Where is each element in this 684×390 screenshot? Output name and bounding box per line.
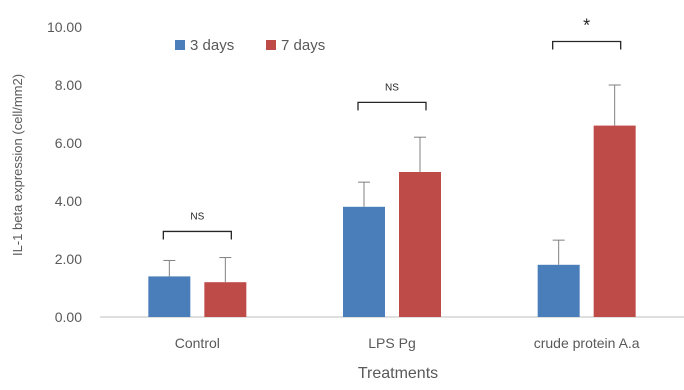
bar — [148, 276, 191, 317]
significance-annotations: NS NS * — [162, 16, 622, 240]
x-tick-label: crude protein A.a — [534, 335, 640, 351]
bar — [593, 125, 636, 317]
legend-swatch — [266, 40, 276, 50]
significance-bracket — [552, 40, 622, 50]
bar — [343, 206, 385, 317]
error-bars — [163, 84, 621, 283]
y-tick-label: 10.00 — [47, 19, 82, 35]
y-tick-label: 2.00 — [55, 251, 82, 267]
bar — [204, 282, 247, 317]
y-axis-ticks: 0.00 2.00 4.00 6.00 8.00 10.00 — [47, 19, 82, 325]
y-tick-label: 8.00 — [55, 77, 82, 93]
legend-swatch — [175, 40, 185, 50]
bar — [537, 264, 580, 317]
significance-bracket — [357, 101, 427, 111]
legend: 3 days 7 days — [175, 37, 325, 54]
y-tick-label: 4.00 — [55, 193, 82, 209]
bars — [148, 125, 636, 317]
y-tick-label: 0.00 — [55, 309, 82, 325]
y-tick-label: 6.00 — [55, 135, 82, 151]
significance-bracket — [162, 230, 232, 240]
y-axis-label: IL-1 beta expression (cell/mm2) — [10, 74, 25, 256]
significance-label: NS — [385, 82, 399, 93]
significance-label: NS — [190, 211, 204, 222]
x-tick-label: LPS Pg — [368, 335, 415, 351]
x-tick-label: Control — [175, 335, 220, 351]
significance-label: * — [583, 16, 590, 36]
legend-label: 3 days — [190, 37, 234, 54]
x-axis-label: Treatments — [358, 365, 438, 382]
legend-label: 7 days — [281, 37, 325, 54]
x-axis: Control LPS Pg crude protein A.a — [100, 316, 684, 351]
bar — [399, 172, 441, 317]
